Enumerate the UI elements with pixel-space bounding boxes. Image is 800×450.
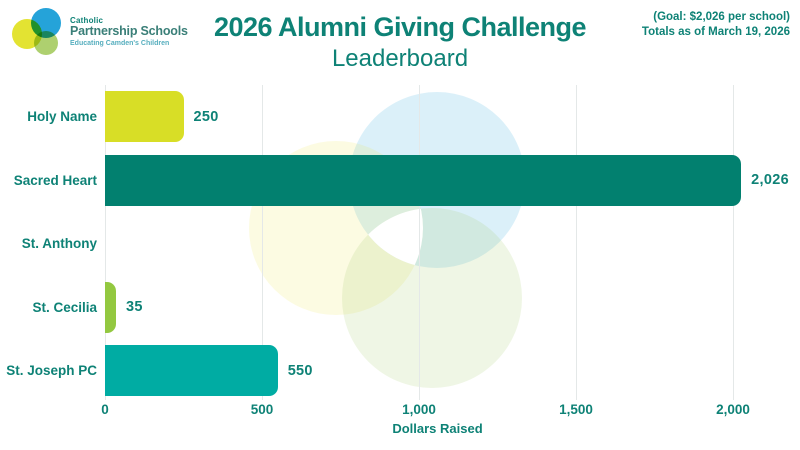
gridline: [419, 85, 420, 400]
value-label: 250: [193, 108, 219, 125]
bar-sacred-heart: [105, 154, 742, 206]
gridline: [105, 85, 106, 400]
category-label: St. Anthony: [21, 236, 97, 251]
gridline: [262, 85, 263, 400]
logo-line2: Partnership Schools: [70, 23, 188, 38]
goal-block: (Goal: $2,026 per school) Totals as of M…: [642, 10, 790, 40]
bar-row-st-anthony: St. Anthony: [0, 218, 800, 269]
bar-row-sacred-heart: Sacred Heart 2,026: [0, 154, 800, 206]
x-tick-label: 1,000: [402, 402, 436, 417]
x-tick-label: 2,000: [716, 402, 750, 417]
totals-as-of-text: Totals as of March 19, 2026: [641, 26, 790, 38]
value-label: 2,026: [751, 172, 789, 188]
category-label: Sacred Heart: [13, 172, 97, 188]
category-label: St. Cecilia: [32, 299, 97, 315]
bar-row-holy-name: Holy Name 250: [0, 91, 800, 142]
bar-st-joseph-pc: [105, 345, 278, 396]
x-tick-label: 1,500: [559, 402, 593, 417]
gridline: [733, 85, 734, 400]
value-label: 35: [125, 299, 143, 315]
logo-text: Catholic Partnership Schools Educating C…: [70, 15, 188, 48]
category-label: Holy Name: [27, 109, 97, 124]
bar-row-st-joseph-pc: St. Joseph PC 550: [0, 345, 800, 396]
x-axis-title: Dollars Raised: [392, 421, 483, 436]
bar-row-st-cecilia: St. Cecilia 35: [0, 281, 800, 333]
logo-tagline: Educating Camden's Children: [70, 40, 170, 48]
org-logo: Catholic Partnership Schools Educating C…: [10, 6, 188, 58]
bar-st-cecilia: [105, 281, 116, 333]
value-label: 550: [287, 362, 313, 379]
x-tick-label: 500: [250, 402, 274, 417]
x-tick-label: 0: [101, 402, 109, 417]
bar-holy-name: [105, 91, 184, 142]
category-label: St. Joseph PC: [6, 363, 97, 378]
bar-chart: Holy Name 250 Sacred Heart 2,026 St. Ant…: [0, 80, 800, 440]
header: Catholic Partnership Schools Educating C…: [0, 0, 800, 80]
gridline: [576, 85, 577, 400]
goal-text: (Goal: $2,026 per school): [653, 11, 790, 23]
logo-line1: Catholic: [70, 15, 104, 25]
logo-circles-icon: [12, 8, 61, 55]
